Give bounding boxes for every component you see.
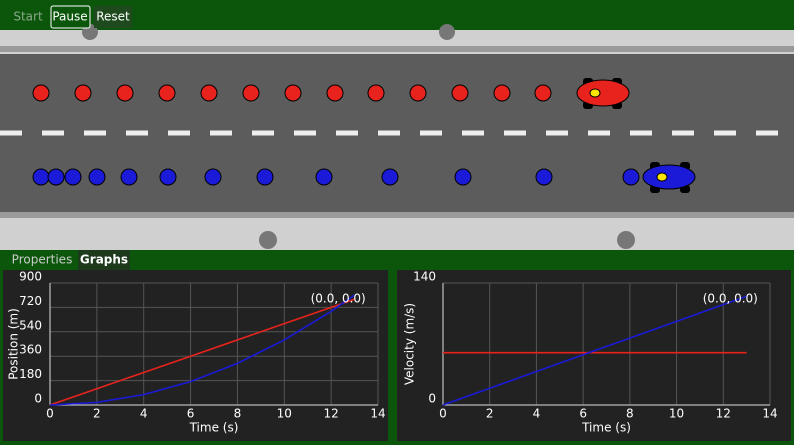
red-trail-dot bbox=[534, 84, 552, 102]
properties-tab-label[interactable]: Properties bbox=[12, 253, 73, 267]
properties-tab[interactable] bbox=[8, 250, 76, 270]
blue-trail-dot bbox=[256, 168, 274, 186]
blue-trail-dot bbox=[88, 168, 106, 186]
toolbar bbox=[0, 0, 794, 30]
road bbox=[0, 24, 794, 250]
y-tick-label: 0 bbox=[34, 392, 42, 406]
blue-trail-dot bbox=[32, 168, 50, 186]
red-trail-dot bbox=[116, 84, 134, 102]
x-tick-label: 10 bbox=[277, 407, 292, 421]
x-tick-label: 8 bbox=[234, 407, 242, 421]
y-tick-label: 900 bbox=[19, 270, 42, 284]
blue-trail-dot bbox=[535, 168, 553, 186]
x-tick-label: 4 bbox=[533, 407, 541, 421]
red-trail-dot bbox=[284, 84, 302, 102]
graphs-tab-label[interactable]: Graphs bbox=[80, 253, 128, 267]
car-body bbox=[576, 79, 630, 107]
manhole bbox=[439, 24, 455, 40]
y-tick-label: 720 bbox=[19, 294, 42, 308]
series-line bbox=[49, 298, 355, 406]
start-label[interactable]: Start bbox=[13, 10, 43, 24]
x-tick-label: 0 bbox=[439, 407, 447, 421]
blue-trail-dot bbox=[159, 168, 177, 186]
y-tick-label: 180 bbox=[19, 367, 42, 381]
x-tick-label: 2 bbox=[93, 407, 101, 421]
x-tick-label: 8 bbox=[626, 407, 634, 421]
blue-trail-dot bbox=[64, 168, 82, 186]
blue-trail-dot bbox=[47, 168, 65, 186]
red-trail-dot bbox=[451, 84, 469, 102]
y-tick-label: 360 bbox=[19, 343, 42, 357]
red-trail-dot bbox=[326, 84, 344, 102]
red-trail-dot bbox=[242, 84, 260, 102]
graph-panel bbox=[397, 270, 791, 441]
y-tick-label: 0 bbox=[428, 392, 436, 406]
reset-button[interactable] bbox=[94, 6, 132, 28]
blue-trail-dot bbox=[120, 168, 138, 186]
x-tick-label: 6 bbox=[187, 407, 195, 421]
blue-trail-dot bbox=[381, 168, 399, 186]
blue-trail-dot bbox=[204, 168, 222, 186]
y-axis-label: Velocity (m/s) bbox=[403, 303, 417, 385]
red-trail-dot bbox=[493, 84, 511, 102]
x-tick-label: 12 bbox=[324, 407, 339, 421]
blue-trail-dot bbox=[454, 168, 472, 186]
blue-trail-dot bbox=[622, 168, 640, 186]
red-trail-dot bbox=[32, 84, 50, 102]
point-annotation: (0.0, 0.0) bbox=[311, 292, 366, 306]
red-trail-dot bbox=[74, 84, 92, 102]
x-tick-label: 4 bbox=[140, 407, 148, 421]
reset-label[interactable]: Reset bbox=[96, 10, 130, 24]
red-trail-dot bbox=[409, 84, 427, 102]
x-tick-label: 14 bbox=[370, 407, 385, 421]
red-trail-dot bbox=[367, 84, 385, 102]
sidewalk-bottom bbox=[0, 218, 794, 250]
pause-button[interactable] bbox=[50, 5, 91, 29]
x-axis-label: Time (s) bbox=[189, 421, 239, 435]
driver bbox=[656, 172, 668, 182]
manhole bbox=[617, 231, 635, 249]
series-line bbox=[442, 295, 747, 406]
curb-bottom bbox=[0, 212, 794, 218]
curb-top bbox=[0, 46, 794, 52]
car-body bbox=[642, 164, 696, 190]
x-tick-label: 2 bbox=[486, 407, 494, 421]
x-tick-label: 6 bbox=[579, 407, 587, 421]
pause-label[interactable]: Pause bbox=[52, 10, 87, 24]
graphs-tab[interactable] bbox=[78, 250, 130, 270]
y-tick-label: 540 bbox=[19, 318, 42, 332]
red-trail-dot bbox=[158, 84, 176, 102]
x-axis-label: Time (s) bbox=[581, 421, 631, 435]
series-line bbox=[49, 294, 356, 406]
y-tick-label: 140 bbox=[413, 270, 436, 284]
driver bbox=[589, 88, 601, 98]
start-button[interactable] bbox=[8, 6, 48, 28]
trail bbox=[32, 84, 640, 186]
graph-panel bbox=[3, 270, 388, 441]
x-tick-label: 14 bbox=[762, 407, 777, 421]
red-car bbox=[576, 78, 630, 109]
x-tick-label: 12 bbox=[716, 407, 731, 421]
blue-car bbox=[642, 162, 696, 193]
x-tick-label: 0 bbox=[46, 407, 54, 421]
y-axis-label: Position (m) bbox=[7, 308, 21, 380]
red-trail-dot bbox=[200, 84, 218, 102]
tab-bar bbox=[0, 250, 794, 270]
x-tick-label: 10 bbox=[669, 407, 684, 421]
blue-trail-dot bbox=[315, 168, 333, 186]
manhole bbox=[259, 231, 277, 249]
point-annotation: (0.0, 0.0) bbox=[703, 292, 758, 306]
